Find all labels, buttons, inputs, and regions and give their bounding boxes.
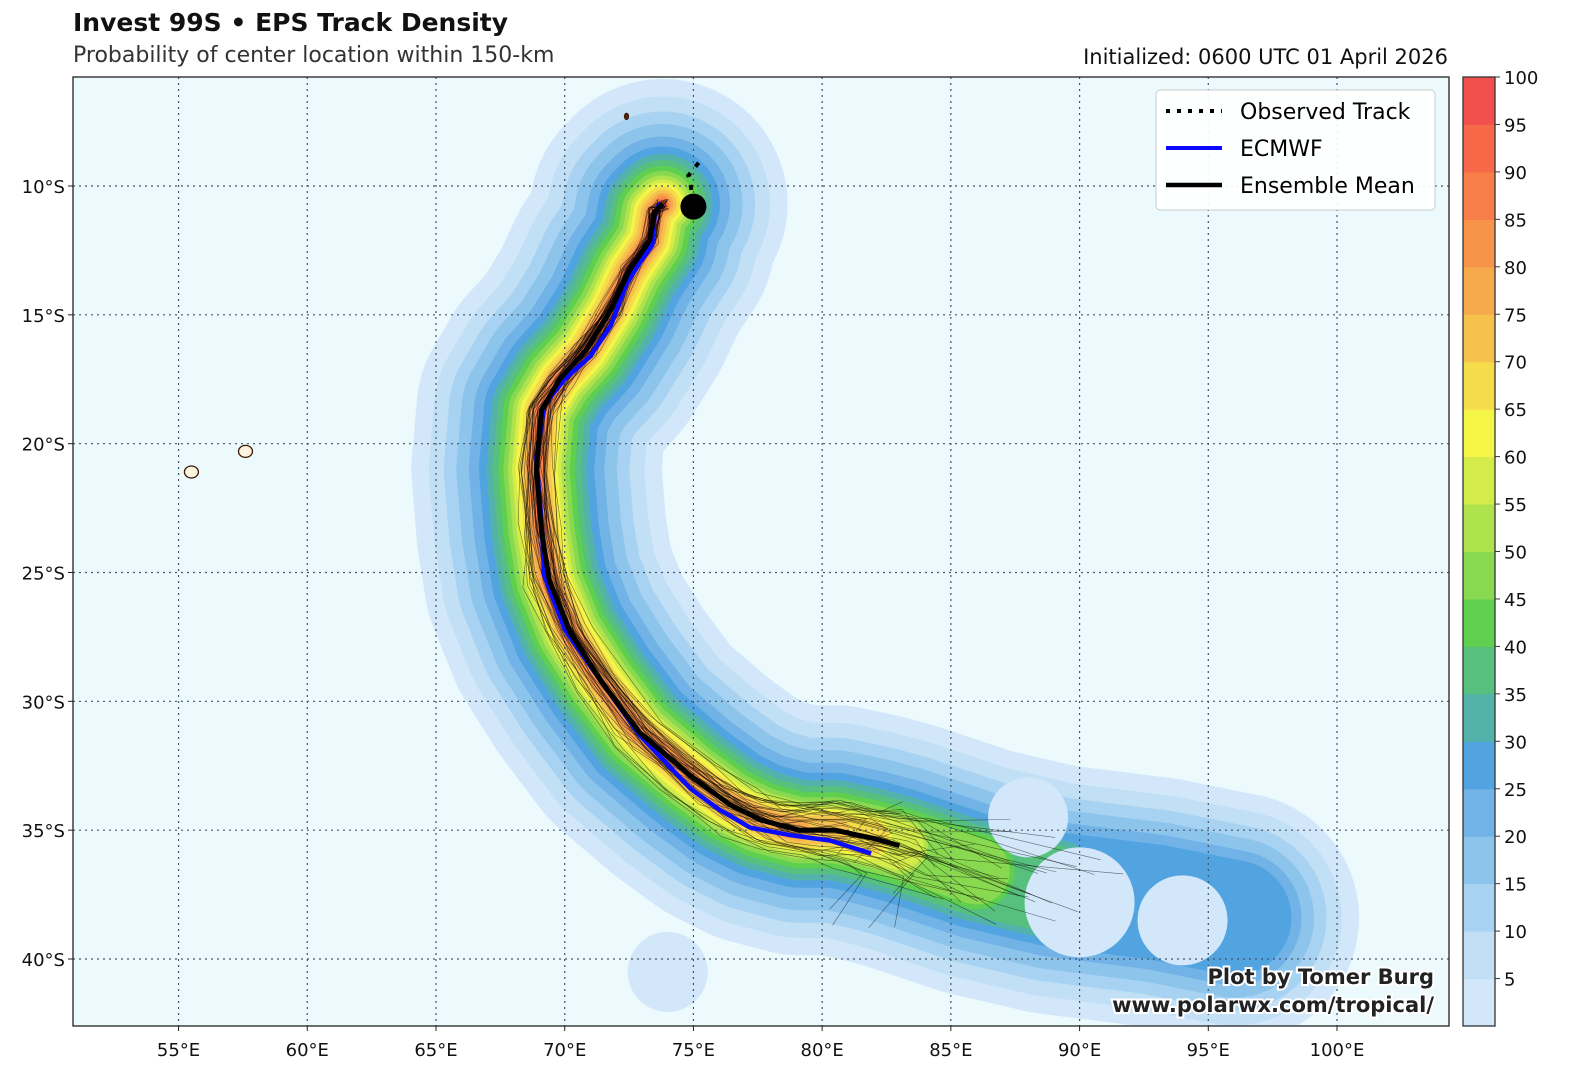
colorbar-label: 55 [1504,495,1527,516]
y-tick-label: 35°S [22,821,65,842]
legend-box [1155,89,1436,211]
colorbar-segment [1463,219,1495,268]
ensemble-member-track [523,200,979,902]
legend-ecmwf-label: ECMWF [1240,137,1323,162]
x-tick-label: 100°E [1310,1040,1365,1061]
x-tick-label: 90°E [1058,1040,1101,1061]
colorbar-label: 50 [1504,543,1527,564]
colorbar-label: 10 [1504,922,1527,943]
density-tail-blob [988,777,1069,858]
legend: Observed Track ECMWF Ensemble Mean [1155,89,1436,211]
y-tick-label: 30°S [22,692,65,713]
colorbar-segment [1463,77,1495,125]
y-tick-label: 40°S [22,950,65,971]
colorbar-label: 20 [1504,827,1527,848]
x-tick-label: 85°E [929,1040,972,1061]
colorbar-label: 65 [1504,400,1527,421]
ensemble-member-track [525,198,999,878]
legend-mean-label: Ensemble Mean [1240,174,1415,199]
colorbar-label: 100 [1504,68,1538,89]
colorbar-label: 90 [1504,163,1527,184]
colorbar-label: 45 [1504,590,1527,611]
colorbar-label: 85 [1504,210,1527,231]
colorbar-segment [1463,171,1495,220]
initialized-time: Initialized: 0600 UTC 01 April 2026 [1083,45,1448,69]
x-tick-label: 60°E [286,1040,329,1061]
colorbar-segment [1463,266,1495,315]
colorbar-segment [1463,931,1495,980]
y-tick-label: 25°S [22,564,65,585]
island [183,465,200,479]
ensemble-mean-track [533,202,901,849]
x-tick-label: 75°E [672,1040,715,1061]
colorbar-segment [1463,314,1495,363]
density-tail-blob [1137,875,1228,966]
colorbar-segment [1463,409,1495,458]
legend-observed-label: Observed Track [1240,100,1411,125]
colorbar-segment [1463,646,1495,695]
colorbar-segment [1463,124,1495,173]
ensemble-member-track [533,207,997,925]
colorbar-label: 70 [1504,353,1527,374]
colorbar-segment [1463,741,1495,790]
credit-url: www.polarwx.com/tropical/ [1112,993,1434,1017]
plot-frame [72,76,1450,1027]
colorbar-segment [1463,883,1495,932]
y-tick-label: 20°S [22,435,65,456]
density-tail-blob [627,931,708,1012]
x-tick-label: 95°E [1187,1040,1230,1061]
colorbar-label: 35 [1504,685,1527,706]
colorbar-segment [1463,693,1495,742]
colorbar-label: 40 [1504,637,1527,658]
colorbar-label: 80 [1504,258,1527,279]
x-tick-label: 80°E [801,1040,844,1061]
island [237,444,254,459]
axis-ticks: 55°E 60°E 65°E 70°E 75°E 80°E 85°E 90°E 95°E 100°… [22,177,1365,1061]
x-tick-label: 70°E [543,1040,586,1061]
colorbar-label: 25 [1504,780,1527,801]
y-tick-label: 15°S [22,306,65,327]
chart-subtitle: Probability of center location within 15… [73,43,555,68]
ensemble-member-track [553,207,1008,880]
colorbar-label: 75 [1504,305,1527,326]
colorbar: 5 10 15 20 25 30 35 40 45 50 55 60 65 70 75 80 85 90 95 100 [1462,68,1538,1027]
colorbar-segment [1463,361,1495,410]
colorbar-label: 30 [1504,732,1527,753]
colorbar-label: 5 [1504,970,1515,991]
colorbar-segment [1463,598,1495,647]
density-tail-blob [1024,847,1135,958]
tracks [533,161,901,856]
colorbar-segment [1463,551,1495,600]
colorbar-label: 60 [1504,448,1527,469]
colorbar-segment [1463,504,1495,552]
colorbar-segment [1463,788,1495,837]
colorbar-segment [1463,456,1495,505]
x-tick-label: 55°E [157,1040,200,1061]
island [623,112,630,121]
ensemble-member-track [536,204,893,838]
ensemble-member-track [524,207,868,926]
colorbar-segment [1463,836,1495,885]
ensemble-member-track [535,205,903,815]
colorbar-segment [1463,978,1495,1027]
ensemble-member-track [550,204,1002,869]
current-position-marker [680,193,707,220]
colorbar-label: 15 [1504,875,1527,896]
y-tick-label: 10°S [22,177,65,198]
islands [183,112,630,479]
x-tick-label: 65°E [414,1040,457,1061]
credit-author: Plot by Tomer Burg [1208,965,1435,989]
colorbar-label: 95 [1504,115,1527,136]
gridlines [73,77,1449,1026]
chart-title: Invest 99S • EPS Track Density [73,8,509,37]
